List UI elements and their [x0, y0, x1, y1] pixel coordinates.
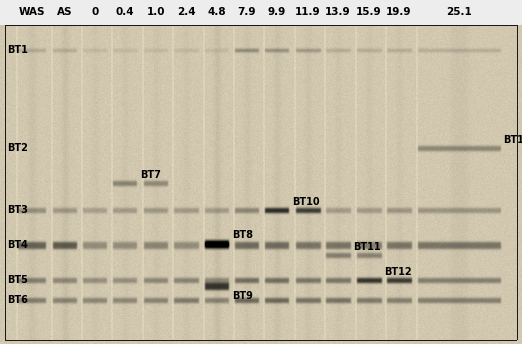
Text: AS: AS	[57, 7, 73, 17]
Text: BT13: BT13	[503, 135, 522, 145]
Text: 7.9: 7.9	[238, 7, 256, 17]
Text: BT3: BT3	[7, 205, 28, 215]
Text: 25.1: 25.1	[446, 7, 472, 17]
Text: 15.9: 15.9	[356, 7, 382, 17]
Text: BT12: BT12	[384, 267, 412, 277]
Text: 1.0: 1.0	[147, 7, 165, 17]
Text: BT5: BT5	[7, 275, 28, 285]
Text: 0.4: 0.4	[116, 7, 134, 17]
Text: BT6: BT6	[7, 295, 28, 305]
Text: BT9: BT9	[232, 291, 253, 301]
Text: BT4: BT4	[7, 240, 28, 250]
Text: 13.9: 13.9	[325, 7, 351, 17]
Text: 4.8: 4.8	[208, 7, 227, 17]
Text: BT2: BT2	[7, 143, 28, 153]
Text: BT11: BT11	[353, 242, 381, 252]
Text: BT8: BT8	[232, 230, 253, 240]
Text: BT10: BT10	[292, 197, 319, 207]
Text: 19.9: 19.9	[386, 7, 412, 17]
Text: 9.9: 9.9	[268, 7, 286, 17]
Text: 2.4: 2.4	[176, 7, 195, 17]
Text: BT7: BT7	[140, 170, 161, 180]
Text: 11.9: 11.9	[295, 7, 321, 17]
Text: WAS: WAS	[19, 7, 45, 17]
Text: 0: 0	[91, 7, 99, 17]
Text: BT1: BT1	[7, 45, 28, 55]
